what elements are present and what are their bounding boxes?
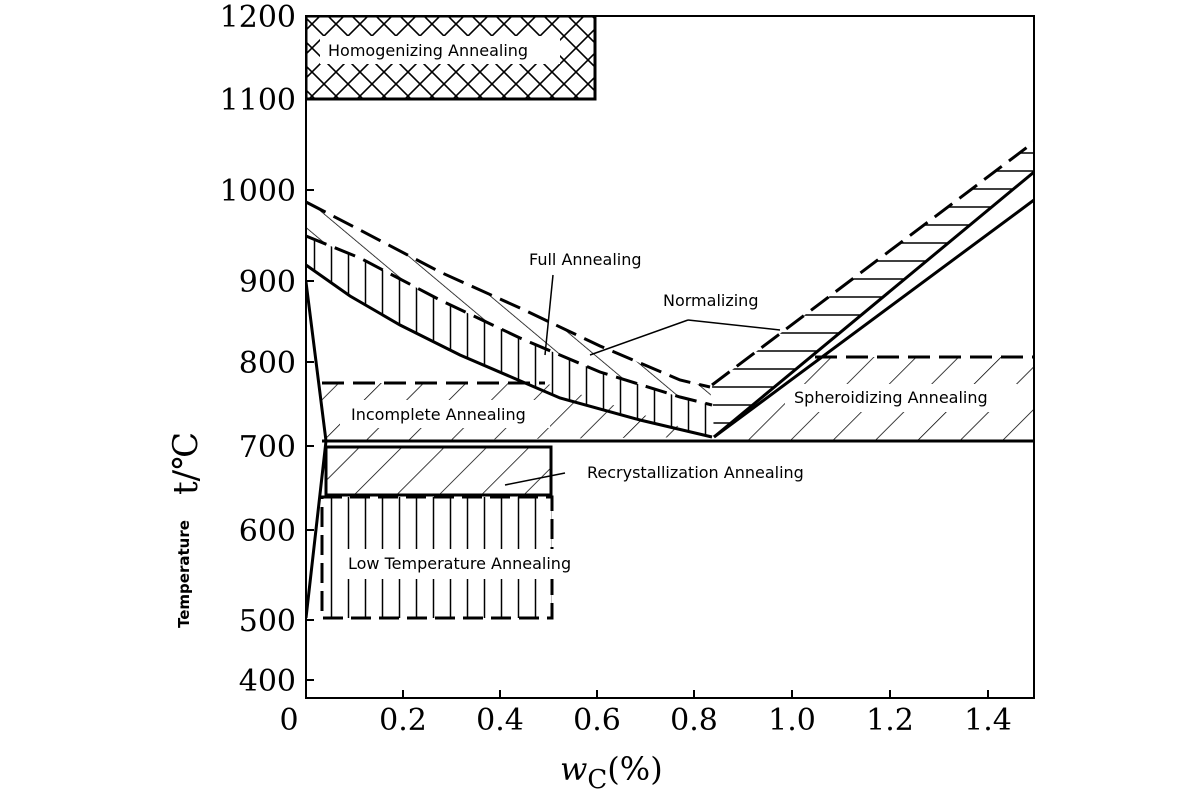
acm-line [713, 198, 1034, 439]
x-tick-label: 0.8 [670, 703, 718, 738]
y-axis: 1200 1100 1000 900 800 700 600 500 400 [220, 0, 314, 699]
x-tick-label: 0.6 [573, 703, 621, 738]
leader-recrystallization [504, 472, 566, 486]
x-tick-label: 1.4 [964, 703, 1012, 738]
normalizing-right-dashed [711, 140, 1034, 387]
x-tick-label: 0.2 [379, 703, 427, 738]
x-label-var: w [560, 750, 587, 788]
y-tick-label: 500 [239, 604, 296, 639]
x-tick-label: 0.4 [476, 703, 524, 738]
recrystallization-label: Recrystallization Annealing [587, 463, 804, 482]
x-axis-label: wC(%) [560, 750, 663, 795]
incomplete-label: Incomplete Annealing [351, 405, 526, 424]
x-label-unit: (%) [607, 750, 662, 788]
y-tick-label: 1000 [220, 174, 296, 209]
normalizing-upper-dashed [306, 200, 711, 389]
y-tick-label: 900 [239, 265, 296, 300]
spheroidizing-label: Spheroidizing Annealing [794, 388, 988, 407]
x-tick-label: 1.2 [866, 703, 914, 738]
leader-normalizing-left [589, 319, 689, 356]
x-tick-label: 1.0 [768, 703, 816, 738]
y-tick-label: 800 [239, 346, 296, 381]
x-axis: 0 0.2 0.4 0.6 0.8 1.0 1.2 1.4 [279, 690, 1012, 738]
y-tick-label: 1200 [220, 0, 296, 35]
full-annealing-label: Full Annealing [529, 250, 642, 269]
y-axis-label-symbol: t/℃ [166, 432, 206, 495]
x-tick-label: 0 [279, 703, 298, 738]
a3-line [306, 263, 713, 439]
leader-full-annealing [544, 274, 554, 356]
full-annealing-region [306, 236, 712, 437]
recrystallization-region [324, 445, 553, 497]
leader-normalizing-right [687, 319, 781, 331]
a3-upper-solid [713, 170, 1034, 439]
y-tick-label: 400 [239, 664, 296, 699]
full-annealing-upper-dashed [306, 234, 713, 407]
y-tick-label: 600 [239, 514, 296, 549]
x-label-sub: C [587, 765, 607, 795]
y-axis-label-word: Temperature [175, 520, 193, 628]
left-boundary-line [306, 281, 328, 619]
y-tick-label: 700 [239, 430, 296, 465]
homogenizing-label: Homogenizing Annealing [328, 41, 528, 60]
normalizing-region-right [712, 142, 1034, 437]
low-temperature-label: Low Temperature Annealing [348, 554, 571, 573]
normalizing-label: Normalizing [663, 291, 758, 310]
y-tick-label: 1100 [220, 83, 296, 118]
